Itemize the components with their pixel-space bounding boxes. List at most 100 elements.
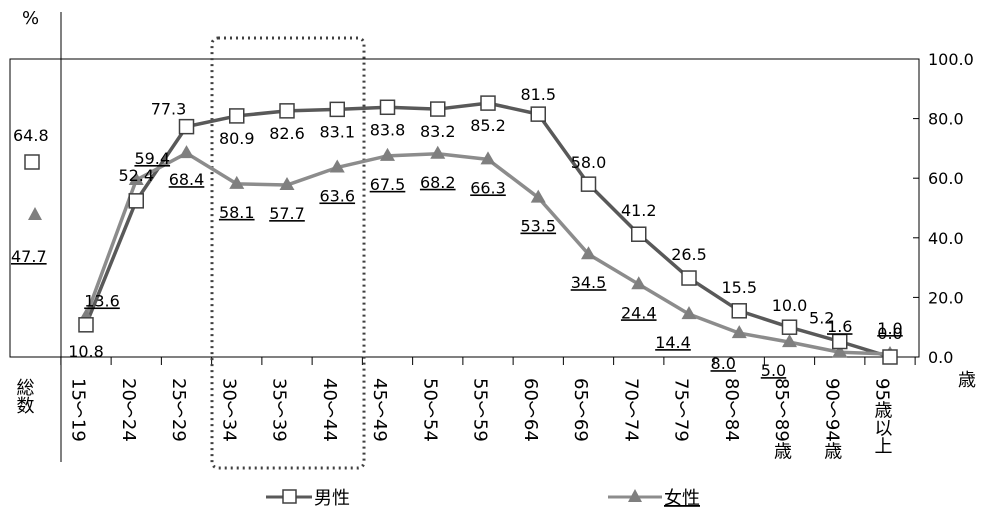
legend-female-marker xyxy=(628,489,642,502)
female-data-label: 8.0 xyxy=(711,354,736,373)
female-point xyxy=(731,325,747,339)
male-point xyxy=(580,176,597,192)
x-tick-label: 60～64 xyxy=(520,378,541,442)
male-data-label: 80.9 xyxy=(219,129,255,148)
male-data-label: 5.2 xyxy=(809,309,834,328)
male-point xyxy=(832,333,848,350)
x-tick-label: 75～79 xyxy=(671,378,692,442)
female-data-label: 5.0 xyxy=(761,361,786,380)
female-point xyxy=(179,145,194,159)
total-male-label: 64.8 xyxy=(13,126,49,145)
y-unit-label: % xyxy=(22,8,39,29)
plot-area xyxy=(9,58,920,358)
y-tick-label: 40.0 xyxy=(928,229,964,248)
x-tick-label: 15～19 xyxy=(68,378,89,442)
female-point xyxy=(279,177,295,191)
male-data-label: 41.2 xyxy=(621,201,657,220)
male-data-label: 52.4 xyxy=(118,166,154,185)
x-tick-label: 70～74 xyxy=(620,378,641,442)
male-point xyxy=(78,317,94,333)
male-data-label: 58.0 xyxy=(571,153,607,172)
male-data-label: 26.5 xyxy=(671,245,707,264)
total-female-label: 47.7 xyxy=(11,247,47,266)
y-tick-label: 0.0 xyxy=(928,348,953,367)
male-point xyxy=(530,106,546,122)
female-point xyxy=(581,246,596,260)
female-data-label: 13.6 xyxy=(84,291,120,310)
x-tick-label: 45～49 xyxy=(369,378,390,442)
male-point xyxy=(731,303,747,319)
male-point xyxy=(229,108,245,124)
x-tick-label: 80～84 xyxy=(721,378,742,442)
legend: 男性 女性 xyxy=(266,488,700,509)
male-point xyxy=(178,118,195,135)
x-tick-label: 35～39 xyxy=(269,378,290,442)
x-tick-label: 30～34 xyxy=(218,378,239,442)
female-data-label: 67.5 xyxy=(370,175,406,194)
male-point xyxy=(430,101,446,117)
x-tick-label: 90～94歳 xyxy=(821,378,842,460)
legend-female-label: 女性 xyxy=(664,488,700,509)
male-data-label: 0.0 xyxy=(877,324,902,343)
male-data-label: 10.0 xyxy=(772,296,808,315)
male-data-label: 81.5 xyxy=(520,85,556,104)
female-point xyxy=(229,175,245,189)
male-data-label: 85.2 xyxy=(470,116,506,135)
male-data-label: 83.8 xyxy=(370,120,406,139)
x-tick-label: 25～29 xyxy=(168,378,189,442)
x-tick-label: 55～59 xyxy=(470,378,491,442)
male-point xyxy=(882,349,898,365)
male-data-label: 83.1 xyxy=(319,122,355,141)
x-tick-label: 50～54 xyxy=(419,378,440,442)
female-point xyxy=(329,159,345,173)
total-category-label: 総数 xyxy=(14,378,35,414)
female-point xyxy=(430,145,446,159)
legend-male-marker xyxy=(282,489,297,504)
series-line-male xyxy=(84,101,891,359)
y-tick-label: 100.0 xyxy=(928,50,974,69)
female-point xyxy=(530,189,546,203)
y-tick-label: 60.0 xyxy=(928,169,964,188)
male-data-label: 82.6 xyxy=(269,124,305,143)
male-point xyxy=(128,193,144,209)
total-female-marker xyxy=(28,207,42,220)
female-point xyxy=(681,306,697,320)
female-data-label: 68.2 xyxy=(420,173,456,192)
male-point xyxy=(631,226,647,242)
total-male-marker xyxy=(24,154,40,170)
male-data-label: 83.2 xyxy=(420,122,456,141)
x-tick-label: 40～44 xyxy=(319,378,340,442)
female-point xyxy=(782,334,797,348)
female-data-label: 1.0 xyxy=(877,319,902,338)
female-data-label: 63.6 xyxy=(319,186,355,205)
male-point xyxy=(781,319,798,335)
female-data-label: 58.1 xyxy=(219,203,255,222)
x-tick-label: 65～69 xyxy=(570,378,591,442)
female-data-label: 53.5 xyxy=(520,217,556,236)
male-data-label: 10.8 xyxy=(68,342,104,361)
female-data-label: 66.3 xyxy=(470,178,506,197)
male-data-label: 15.5 xyxy=(721,278,757,297)
y-tick-label: 80.0 xyxy=(928,110,964,129)
female-data-label: 34.5 xyxy=(571,273,607,292)
female-data-label: 14.4 xyxy=(655,333,691,352)
female-data-label: 1.6 xyxy=(827,317,852,336)
male-point xyxy=(379,99,396,116)
male-point xyxy=(480,95,496,111)
female-point xyxy=(128,171,144,185)
female-data-label: 59.4 xyxy=(134,149,170,168)
female-data-label: 57.7 xyxy=(269,204,305,223)
x-tick-label: 95歳以上 xyxy=(872,378,893,455)
female-data-label: 24.4 xyxy=(621,303,657,322)
male-data-label: 77.3 xyxy=(151,100,187,119)
legend-male-label: 男性 xyxy=(314,488,350,509)
female-point xyxy=(480,151,496,165)
x-tick-label: 85～89歳 xyxy=(771,378,792,460)
male-point xyxy=(329,101,345,118)
female-point xyxy=(832,344,848,358)
y-tick-label: 20.0 xyxy=(928,288,964,307)
male-point xyxy=(681,270,697,286)
female-point xyxy=(631,276,647,290)
female-data-label: 68.4 xyxy=(169,170,205,189)
